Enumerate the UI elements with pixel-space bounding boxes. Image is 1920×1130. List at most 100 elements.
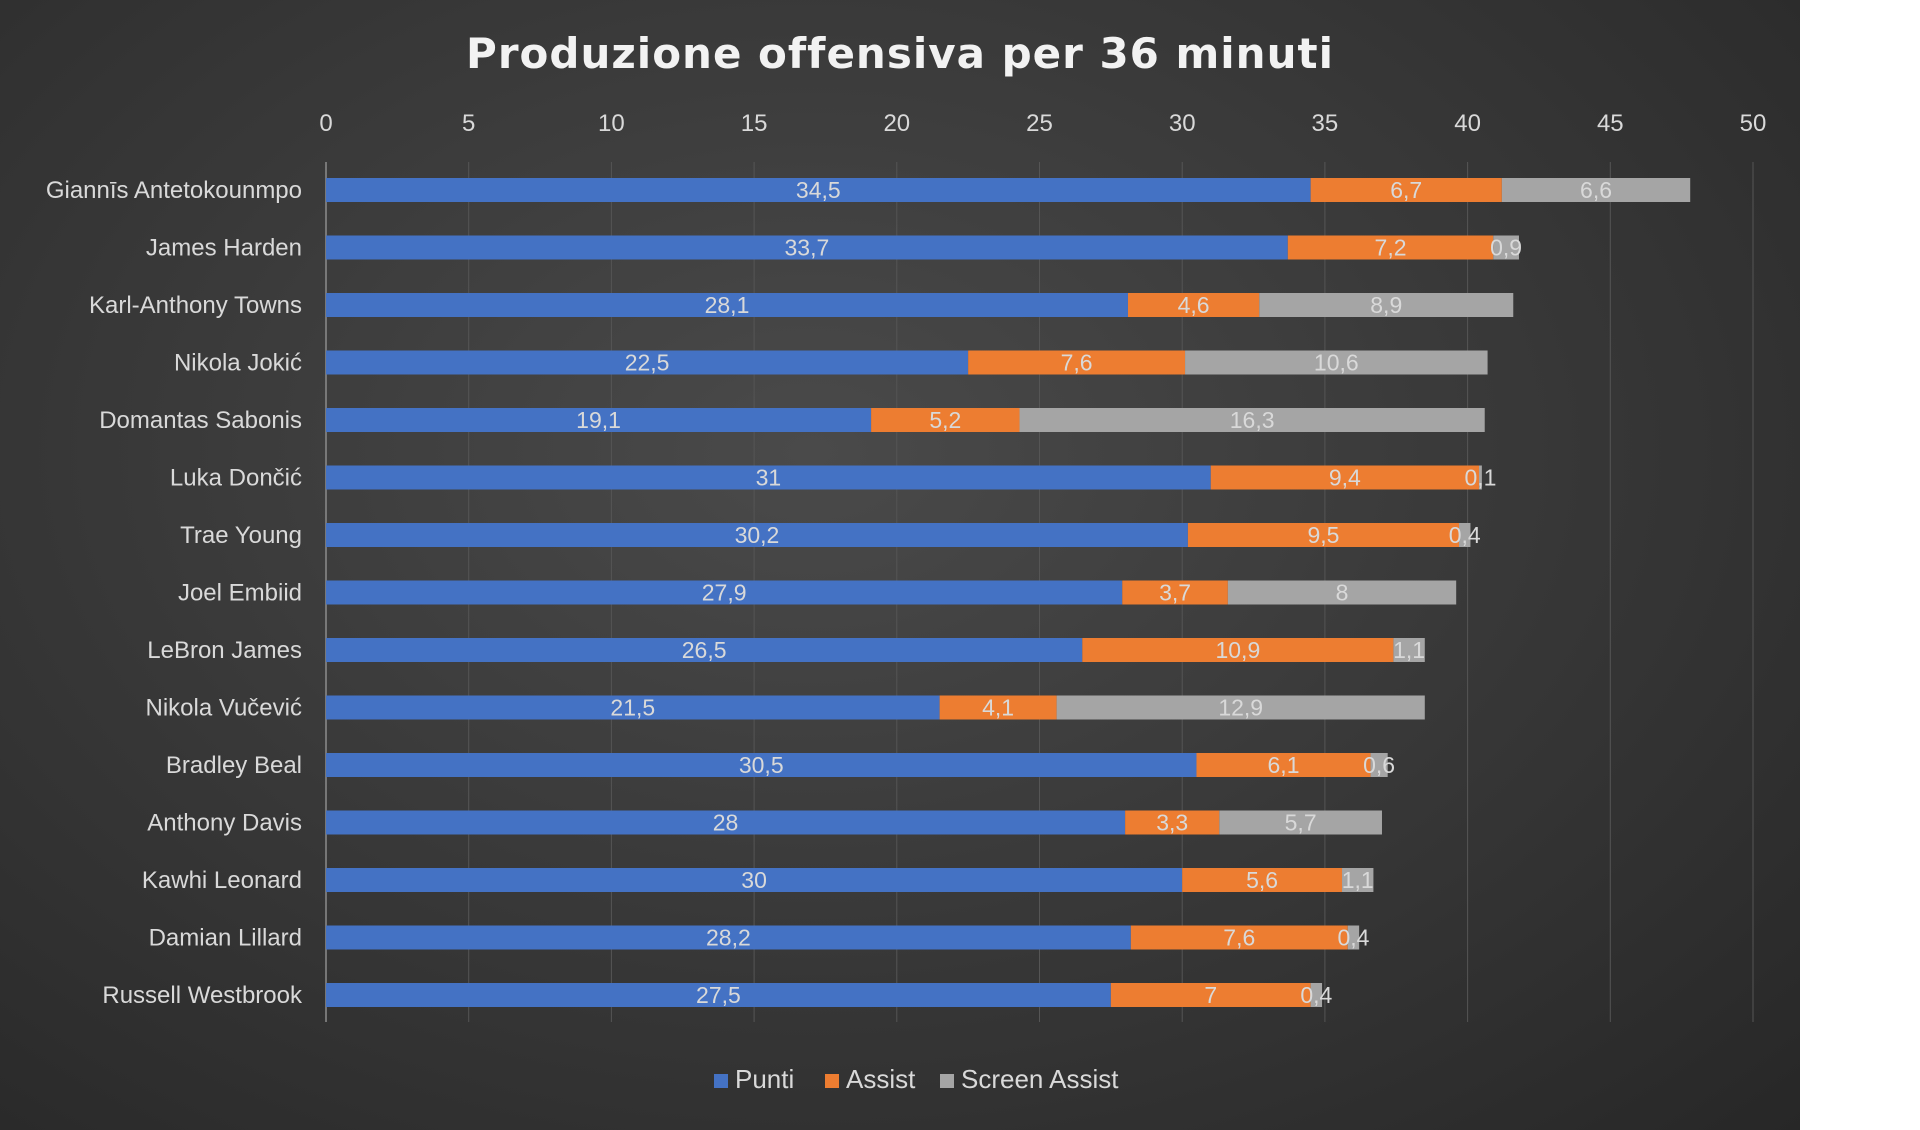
x-tick-label: 35	[1312, 110, 1339, 137]
bar-segment-screen-assist	[1459, 523, 1471, 547]
bar-segment-assist	[1110, 983, 1311, 1007]
data-label: 30	[741, 867, 767, 893]
data-label: 7	[1204, 982, 1217, 1008]
category-label: Luka Dončić	[170, 465, 302, 492]
data-label: 28,1	[705, 292, 750, 318]
data-label: 19,1	[576, 407, 621, 433]
bar-segment-screen-assist	[1310, 983, 1323, 1007]
bar-segment-assist	[1082, 638, 1394, 662]
bar-segment-assist	[939, 695, 1057, 720]
bar-segment-assist	[1196, 753, 1371, 777]
bar-segment-screen-assist	[1219, 810, 1382, 835]
category-axis: Giannīs Antetokounmpo James Harden Karl-An…	[46, 177, 303, 1009]
category-label: Bradley Beal	[166, 752, 302, 779]
data-labels: 34,5 6,7 6,6 33,7 7,2 0,9 28,1 4,6 8,9 22,5 7,6 10,…	[576, 177, 1612, 1008]
bar-segment-punti	[326, 638, 1083, 662]
data-label: 9,5	[1307, 522, 1339, 548]
data-label: 4,1	[982, 695, 1014, 721]
data-label: 33,7	[785, 235, 830, 261]
bars	[326, 178, 1691, 1007]
data-label: 28	[713, 810, 739, 836]
legend-swatch	[940, 1074, 954, 1088]
bar-segment-screen-assist	[1342, 868, 1374, 892]
bar-segment-assist	[968, 350, 1186, 375]
bar-segment-screen-assist	[1393, 638, 1425, 662]
bar-segment-screen-assist	[1479, 465, 1482, 490]
x-tick-label: 20	[883, 110, 910, 137]
data-label: 27,5	[696, 982, 741, 1008]
data-label: 16,3	[1230, 407, 1275, 433]
data-label: 9,4	[1329, 465, 1361, 491]
bar-segment-assist	[1122, 580, 1228, 605]
x-tick-label: 40	[1454, 110, 1481, 137]
bar-segment-assist	[1287, 235, 1494, 260]
bar-segment-screen-assist	[1493, 235, 1519, 260]
bar-segment-screen-assist	[1370, 753, 1388, 777]
data-label: 3,7	[1159, 580, 1191, 606]
bar-segment-punti	[326, 925, 1131, 950]
bar-segment-assist	[1127, 293, 1260, 317]
bar-segment-assist	[1130, 925, 1348, 950]
bar-segment-assist	[1182, 868, 1343, 892]
category-label: Damian Lillard	[149, 925, 302, 952]
bar-segment-screen-assist	[1347, 925, 1360, 950]
category-label: Karl-Anthony Towns	[89, 292, 302, 319]
x-tick-label: 25	[1026, 110, 1053, 137]
bar-segment-screen-assist	[1227, 580, 1457, 605]
category-label: Nikola Vučević	[145, 695, 302, 722]
bar-segment-assist	[1125, 810, 1220, 835]
data-label: 10,9	[1215, 637, 1260, 663]
bar-segment-punti	[326, 523, 1188, 547]
data-label: 22,5	[625, 350, 670, 376]
legend-label: Punti	[735, 1064, 794, 1094]
chart-title: Produzione offensiva per 36 minuti	[466, 29, 1334, 78]
bar-segment-punti	[326, 178, 1311, 202]
bar-segment-assist	[871, 408, 1020, 432]
x-tick-label: 5	[462, 110, 475, 137]
category-label: Giannīs Antetokounmpo	[46, 177, 302, 204]
x-tick-label: 30	[1169, 110, 1196, 137]
bar-segment-punti	[326, 580, 1123, 605]
legend-swatch	[714, 1074, 728, 1088]
data-label: 21,5	[610, 695, 655, 721]
category-label: Kawhi Leonard	[142, 867, 302, 894]
data-label: 4,6	[1178, 292, 1210, 318]
category-label: Trae Young	[180, 522, 302, 549]
data-label: 12,9	[1218, 695, 1263, 721]
x-tick-label: 10	[598, 110, 625, 137]
x-tick-label: 50	[1740, 110, 1767, 137]
data-label: 6,6	[1580, 177, 1612, 203]
data-label: 28,2	[706, 925, 751, 951]
data-label: 5,7	[1285, 810, 1317, 836]
bar-segment-screen-assist	[1056, 695, 1425, 720]
data-label: 30,5	[739, 752, 784, 778]
category-label: Joel Embiid	[178, 580, 302, 607]
bar-segment-punti	[326, 293, 1128, 317]
data-label: 7,6	[1223, 925, 1255, 951]
legend: Punti Assist Screen Assist	[714, 1064, 1119, 1094]
data-label: 0,4	[1300, 982, 1332, 1008]
category-label: James Harden	[146, 235, 302, 262]
bar-segment-punti	[326, 983, 1111, 1007]
data-label: 1,1	[1342, 867, 1374, 893]
data-label: 5,6	[1246, 867, 1278, 893]
data-label: 27,9	[702, 580, 747, 606]
bar-segment-punti	[326, 868, 1183, 892]
category-label: Russell Westbrook	[102, 982, 303, 1009]
bar-segment-punti	[326, 350, 969, 375]
category-label: Nikola Jokić	[174, 350, 302, 377]
data-label: 0,9	[1490, 235, 1522, 261]
data-label: 0,4	[1337, 925, 1369, 951]
bar-segment-punti	[326, 235, 1288, 260]
legend-label: Assist	[846, 1064, 916, 1094]
category-label: Anthony Davis	[147, 810, 302, 837]
x-tick-label: 45	[1597, 110, 1624, 137]
data-label: 8	[1336, 580, 1349, 606]
bar-segment-punti	[326, 810, 1126, 835]
data-label: 0,4	[1449, 522, 1481, 548]
x-tick-label: 15	[741, 110, 768, 137]
data-label: 31	[756, 465, 782, 491]
data-label: 6,1	[1268, 752, 1300, 778]
data-label: 6,7	[1390, 177, 1422, 203]
data-label: 34,5	[796, 177, 841, 203]
